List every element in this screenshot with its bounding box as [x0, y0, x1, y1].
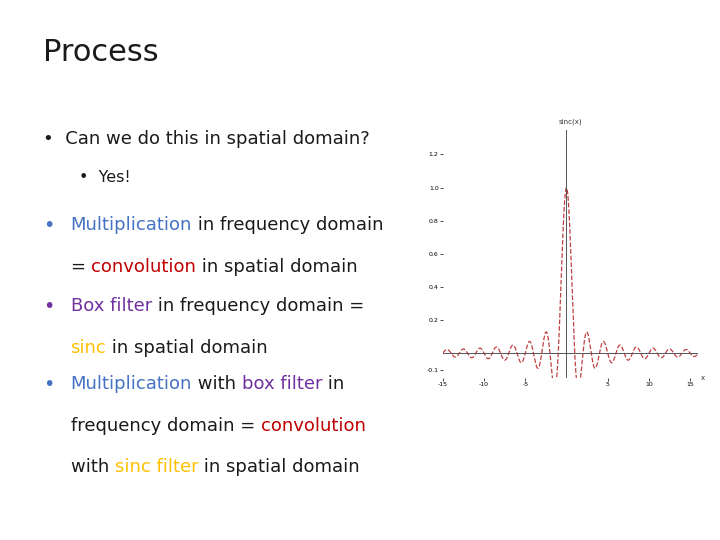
- Text: •  Can we do this in spatial domain?: • Can we do this in spatial domain?: [43, 130, 370, 147]
- Text: sinc filter: sinc filter: [114, 458, 198, 476]
- Text: Multiplication: Multiplication: [71, 375, 192, 393]
- Text: frequency domain =: frequency domain =: [71, 417, 261, 435]
- Text: x: x: [701, 375, 705, 381]
- Text: in spatial domain: in spatial domain: [198, 458, 360, 476]
- Text: in spatial domain: in spatial domain: [196, 258, 358, 275]
- Text: in spatial domain: in spatial domain: [107, 339, 268, 356]
- Text: in frequency domain =: in frequency domain =: [152, 297, 364, 315]
- Text: in frequency domain: in frequency domain: [192, 216, 384, 234]
- Text: •: •: [43, 297, 55, 316]
- Text: sinc(x): sinc(x): [559, 118, 582, 125]
- Text: with: with: [71, 458, 114, 476]
- Text: in: in: [322, 375, 344, 393]
- Text: •  Yes!: • Yes!: [79, 170, 131, 185]
- Text: with: with: [192, 375, 242, 393]
- Text: •: •: [43, 216, 55, 235]
- Text: Box filter: Box filter: [71, 297, 152, 315]
- Text: convolution: convolution: [91, 258, 196, 275]
- Text: =: =: [71, 258, 91, 275]
- Text: sinc: sinc: [71, 339, 107, 356]
- Text: convolution: convolution: [261, 417, 366, 435]
- Text: •: •: [43, 375, 55, 394]
- Text: box filter: box filter: [242, 375, 322, 393]
- Text: Multiplication: Multiplication: [71, 216, 192, 234]
- Text: Process: Process: [43, 38, 159, 67]
